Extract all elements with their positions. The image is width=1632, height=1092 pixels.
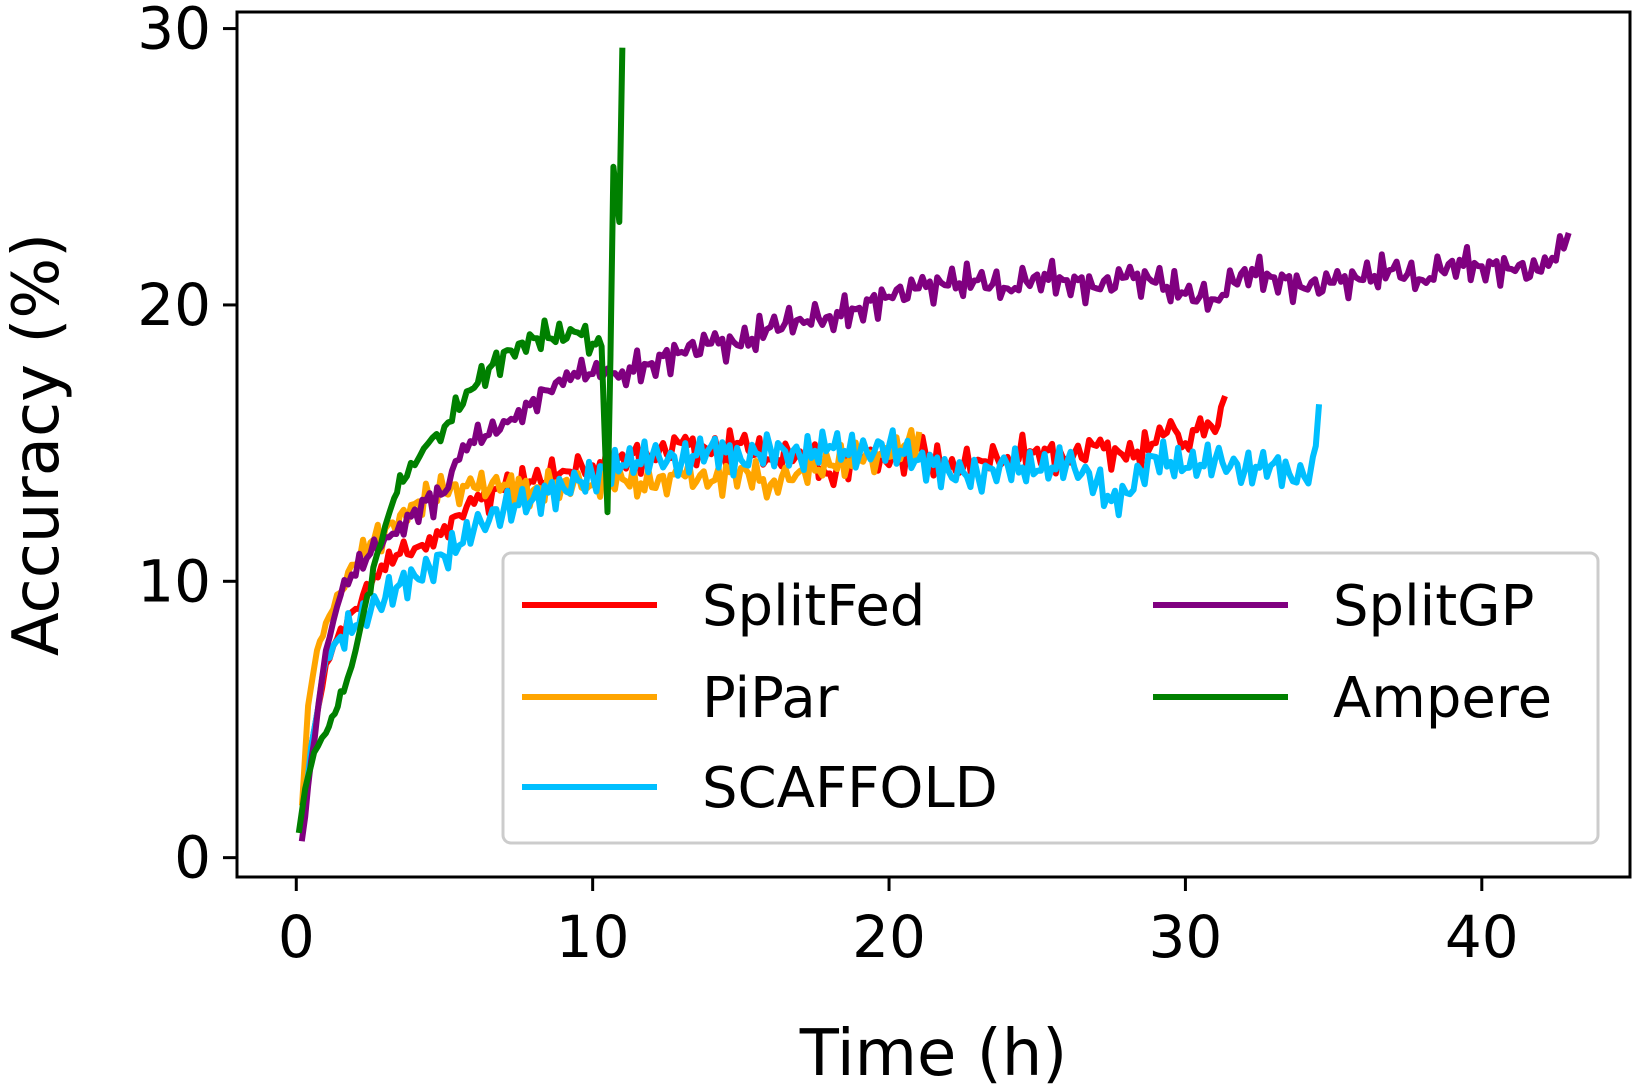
series-line-splitgp [298, 232, 1572, 842]
legend: SplitFed PiPar SCAFFOLD SplitGP Ampere [501, 551, 1600, 845]
y-tick-label: 20 [137, 271, 211, 339]
legend-label-splitgp: SplitGP [1333, 574, 1534, 639]
x-tick-label: 20 [852, 903, 926, 971]
x-tick-label: 0 [278, 903, 315, 971]
y-tick-label: 30 [137, 0, 211, 63]
series-line-ampere [295, 47, 626, 834]
plot-frame [235, 10, 1632, 879]
series-line-scaffold [298, 403, 1323, 820]
legend-label-scaffold: SCAFFOLD [702, 756, 998, 821]
y-axis-label: Accuracy (%) [0, 233, 74, 656]
legend-label-splitfed: SplitFed [702, 574, 925, 639]
x-tick-label: 30 [1149, 903, 1223, 971]
legend-label-ampere: Ampere [1333, 666, 1552, 731]
series-lines [295, 47, 1572, 842]
y-tick-label: 10 [137, 547, 211, 615]
x-axis-label: Time (h) [799, 1017, 1067, 1091]
axis-ticks: 0 10 20 30 40 0 10 20 30 [137, 0, 1519, 971]
legend-box [501, 551, 1600, 845]
x-tick-label: 10 [556, 903, 630, 971]
x-tick-label: 40 [1445, 903, 1519, 971]
y-tick-label: 0 [174, 824, 211, 892]
legend-label-pipar: PiPar [702, 666, 840, 731]
